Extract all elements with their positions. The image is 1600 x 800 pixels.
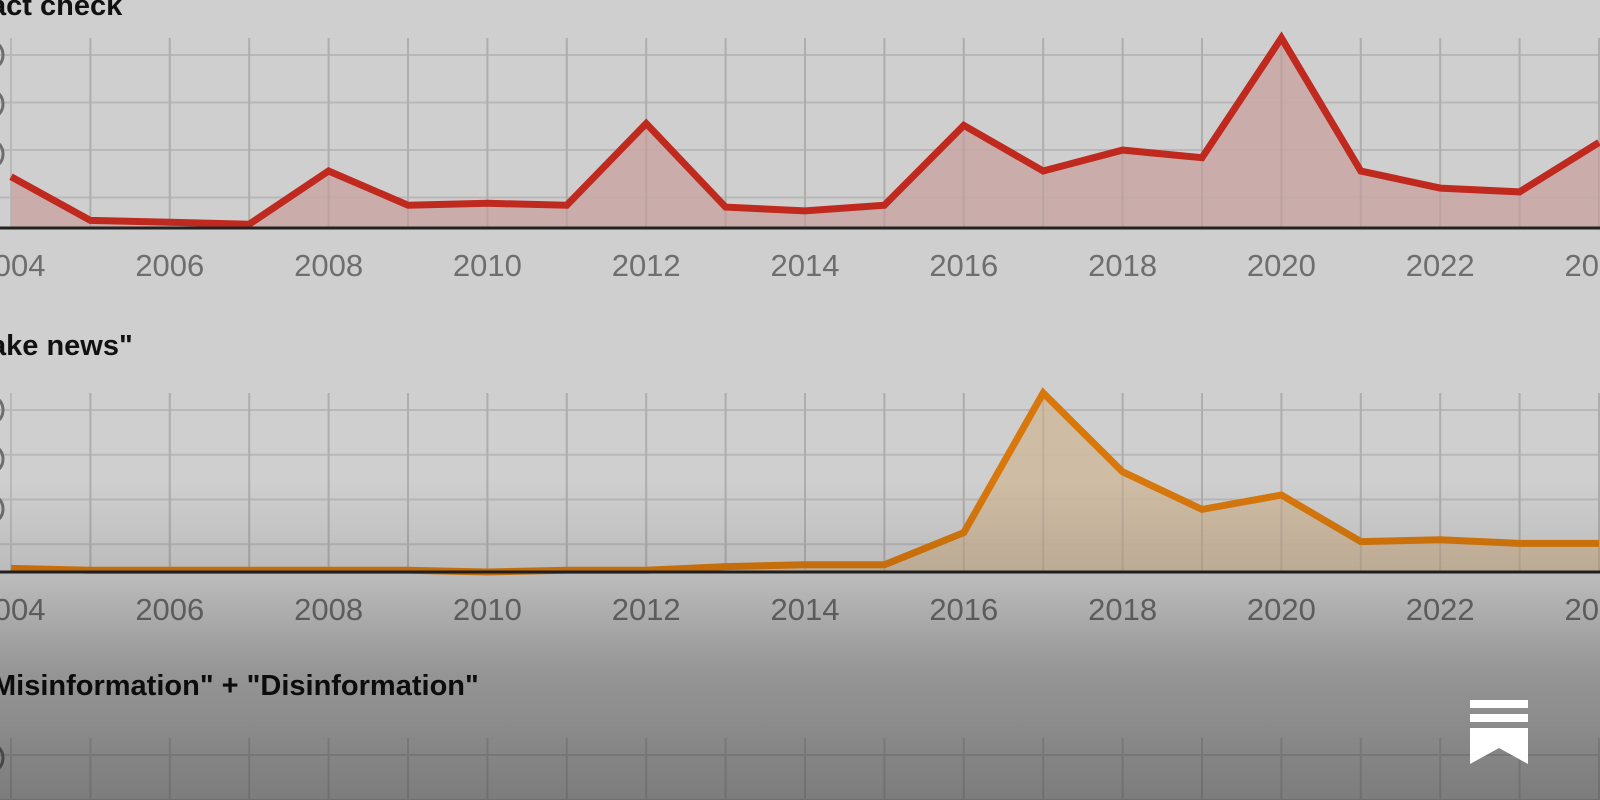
- y-tick-label-partial: [0, 447, 5, 471]
- x-tick-label-2024: 2024: [1565, 248, 1600, 283]
- x-tick-label-2018: 2018: [1088, 248, 1157, 283]
- x-tick-label-2010: 2010: [453, 592, 522, 627]
- chart-panel-0: 2004 2006 2008 2010 2012 2014 2016 2018 2020 2022…: [0, 31, 1600, 283]
- bookmark-ribbon: [1470, 728, 1528, 764]
- bookmark-bar-top: [1470, 700, 1528, 708]
- x-tick-label-2022: 2022: [1406, 592, 1475, 627]
- x-tick-label-2016: 2016: [929, 592, 998, 627]
- bookmark-icon[interactable]: [1470, 700, 1528, 768]
- y-tick-label-partial: [0, 497, 5, 521]
- x-tick-label-2006: 2006: [135, 592, 204, 627]
- x-tick-label-2014: 2014: [771, 248, 840, 283]
- x-tick-label-2012: 2012: [612, 592, 681, 627]
- chart-panel-2: [0, 738, 1600, 800]
- chart-panel-1: 2004 2006 2008 2010 2012 2014 2016 2018 2020 2022…: [0, 387, 1600, 627]
- x-tick-label-2022: 2022: [1406, 248, 1475, 283]
- bookmark-bar-middle: [1470, 714, 1528, 722]
- y-tick-label-partial: [0, 92, 5, 116]
- y-tick-label-partial: [0, 142, 5, 166]
- x-tick-label-2008: 2008: [294, 592, 363, 627]
- chart-title-fake-news: ake news": [0, 330, 133, 362]
- y-tick-label-partial: [0, 746, 5, 770]
- x-tick-label-2010: 2010: [453, 248, 522, 283]
- x-tick-label-2004: 2004: [0, 248, 45, 283]
- y-tick-label-partial: [0, 398, 5, 422]
- y-tick-label-partial: [0, 43, 5, 67]
- x-tick-label-2012: 2012: [612, 248, 681, 283]
- x-tick-label-2024: 2024: [1565, 592, 1600, 627]
- x-tick-label-2014: 2014: [771, 592, 840, 627]
- x-tick-label-2018: 2018: [1088, 592, 1157, 627]
- chart-title-misinformation-disinformation: Misinformation" + "Disinformation": [0, 670, 479, 702]
- x-tick-label-2020: 2020: [1247, 592, 1316, 627]
- chart-title-fact-check: act check: [0, 0, 123, 22]
- x-tick-label-2008: 2008: [294, 248, 363, 283]
- series-area: [11, 38, 1599, 228]
- series-area: [11, 393, 1599, 572]
- x-tick-label-2006: 2006: [135, 248, 204, 283]
- x-tick-label-2004: 2004: [0, 592, 45, 627]
- x-tick-label-2016: 2016: [929, 248, 998, 283]
- x-tick-label-2020: 2020: [1247, 248, 1316, 283]
